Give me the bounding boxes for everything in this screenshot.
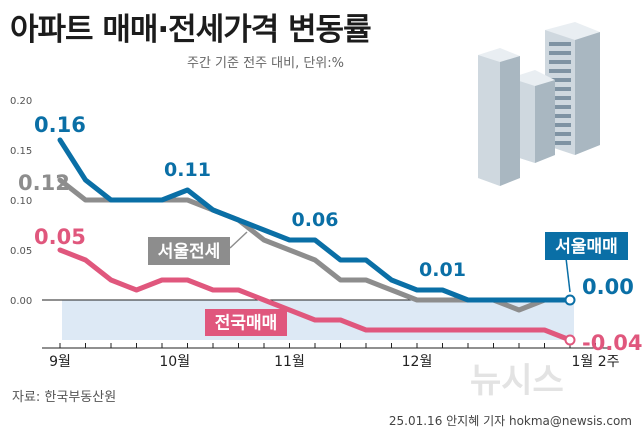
building-window <box>549 78 571 82</box>
building-window <box>549 132 571 136</box>
seoul-jeonse-start-label: 0.12 <box>18 171 70 195</box>
apartment-buildings-illustration <box>478 22 600 186</box>
y-tick-label: 0.20 <box>10 96 32 107</box>
building-window <box>549 96 571 100</box>
seoul-sale-line <box>57 137 573 303</box>
y-tick-label: 0.10 <box>10 196 32 207</box>
seoul-sale-tag-label: 서울매매 <box>555 237 618 257</box>
page-title: 아파트 매매·전세가격 변동률 <box>10 12 372 48</box>
x-tick-label: 12월 <box>402 354 433 370</box>
building-window <box>549 69 571 73</box>
building-window <box>549 114 571 118</box>
seoul-jeonse-tag-label: 서울전세 <box>158 242 221 262</box>
building-window <box>549 123 571 127</box>
data-label: 0.11 <box>164 159 211 181</box>
national-sale-end-marker <box>564 334 576 346</box>
x-tick-label: 1월 2주 <box>571 354 619 370</box>
building-window <box>549 51 571 55</box>
y-tick-label: 0.15 <box>10 146 32 157</box>
building-window <box>549 60 571 64</box>
seoul-sale-start-label: 0.16 <box>34 113 86 137</box>
seoul-sale-end-label: 0.00 <box>582 275 634 299</box>
national-sale-tag-label: 전국매매 <box>215 314 278 334</box>
source-note: 자료: 한국부동산원 <box>12 390 117 405</box>
data-label: 0.01 <box>419 259 466 281</box>
seoul-sale-end-marker <box>564 294 576 306</box>
credit-line: 25.01.16 안지혜 기자 hokma@newsis.com <box>388 414 632 428</box>
building-window <box>549 141 571 145</box>
building-window <box>549 87 571 91</box>
national-sale-end-label: -0.04 <box>582 331 642 355</box>
building-window <box>549 42 571 46</box>
x-tick-label: 9월 <box>49 354 71 370</box>
seoul-jeonse-tag-box <box>148 237 230 265</box>
y-tick-label: 0.00 <box>10 296 32 307</box>
national-sale-line <box>57 247 573 343</box>
national-sale-start-label: 0.05 <box>34 225 86 249</box>
watermark: 뉴시스 <box>470 361 564 401</box>
national-sale-tag-box <box>205 309 287 336</box>
x-tick-label: 10월 <box>159 354 190 370</box>
seoul-sale-tag-box <box>545 232 628 260</box>
y-tick-label: 0.05 <box>10 246 32 257</box>
x-tick-label: 11월 <box>274 354 305 370</box>
building-window <box>549 105 571 109</box>
chart-subtitle: 주간 기준 전주 대비, 단위:% <box>187 56 344 71</box>
data-label: 0.06 <box>292 209 339 231</box>
seoul-jeonse-leader <box>229 231 248 249</box>
seoul-sale-leader <box>565 257 571 293</box>
